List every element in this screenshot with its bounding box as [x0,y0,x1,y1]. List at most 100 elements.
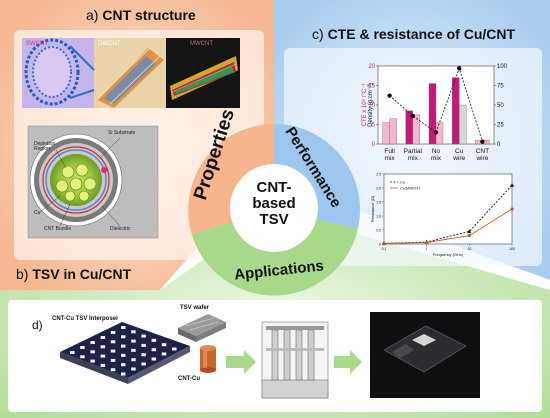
interposer-via [110,331,116,334]
panel-a-title-text: CNT structure [102,7,196,23]
wedge-applications [191,210,358,296]
cnt-cu-cylinder [200,345,216,373]
interposer-via [141,334,146,338]
chart2-ytick-label: 1.0 [376,215,381,219]
chart2-point [510,207,514,211]
dwcnt-tube [98,47,164,108]
interposer-via [121,335,126,339]
interposer-via [100,345,106,349]
arrow-2 [334,350,362,374]
interposer-via [151,357,157,361]
chart2-ytick-label: 1.5 [376,201,381,205]
chart1-category-label: mix [385,155,396,162]
chart1-density-point [387,93,392,98]
interposer-illustration [60,322,190,384]
interposer-via [110,358,116,362]
chart2-legend-label: Cu [400,181,405,185]
center-line-1: CNT- [256,179,292,196]
cu-label: Cu [34,210,41,216]
interposer-via [110,340,116,344]
interposer-via [151,338,157,342]
interposer-via [80,355,85,359]
chart1-bar [412,114,420,145]
panel-b-title-text: TSV in Cu/CNT [32,266,132,282]
chart1-bar [389,118,397,145]
tsv-stack-illustration [261,321,329,399]
interposer-via [141,353,146,357]
chart1-bar [428,83,437,145]
chart1-category-label: Partial [404,148,423,155]
chart2-xtick-label: 1 [426,247,428,251]
chart2-point [425,241,429,245]
panel-b-title: b) TSV in Cu/CNT [16,266,131,282]
interposer-label: CNT-Cu TSV Interposer [52,316,119,322]
chart1-density-point [457,66,462,71]
panel-a-letter: a) [86,7,99,23]
chart1-bar [459,104,467,145]
chart2-ytick-label: 0.5 [376,229,381,233]
cte-density-chart: 051015200255075100FullmixPartialmixNomix… [361,64,508,162]
chart2-point [382,241,386,246]
chart1-ylabel: CTE x 10⁶ /°C⁻¹ [361,84,368,127]
arrow-1 [226,350,256,374]
interposer-via [100,354,106,358]
chart1-category-label: CNT [476,148,489,155]
chart1-ytick-label: 0 [372,142,376,148]
chart1-y2label: Density (g.cm⁻³) [368,83,374,127]
chart1-y2tick-label: 75 [497,84,504,90]
center-line-3: TSV [259,211,289,228]
chart1-y2tick-label: 50 [497,103,504,109]
interposer-via [90,350,95,354]
chart2-xtick-label: 0.1 [382,247,387,251]
cnt-bundle-label: CNT Bundle [44,226,72,232]
dwcnt-label: DWCNT [98,41,121,47]
chart1-density-point [480,139,485,144]
center-label: CNT- based TSV [238,180,310,228]
chart2-legend-label: Cu/MWCNT [400,187,421,191]
chart1-ytick-label: 5 [372,123,376,129]
swcnt-label: SWCNT [26,41,48,47]
interposer-via [100,363,106,367]
chart1-category-label: mix [408,155,419,162]
chart2-point [467,229,472,233]
interposer-via [110,349,116,353]
interposer-via [141,343,146,347]
chart1-category-label: Full [384,148,395,155]
mwcnt-tube [170,56,238,100]
chart1-density-point [410,113,415,119]
depletion-label: Depletion Region [34,141,56,152]
interposer-via [90,359,95,363]
chart2-series-line [383,208,513,244]
chart1-category-label: wire [452,155,465,162]
chart2-ytick-label: 0 [379,243,381,247]
interposer-via [121,344,126,348]
panel-d-letter: d) [32,318,43,332]
panel-a-title: a) CNT structure [86,7,196,23]
interposer-via [131,330,136,334]
tsv-cross-section [27,125,159,239]
chart2-xtick-label: 100 [509,247,515,251]
interposer-via [90,341,95,344]
interposer-via [151,348,157,352]
resistance-frequency-chart: 0 0.5 1.0 1.5 2.0 2.5 0.1 1 10 100 Cu Cu/MWCNT Resis… [370,173,515,258]
interposer-via [131,339,136,343]
mwcnt-label: MWCNT [190,41,213,47]
chart1-category-label: No [432,148,441,155]
chart1-y2tick-label: 100 [497,64,508,70]
center-circle [230,164,318,252]
chart1-y2tick-label: 0 [497,142,501,148]
cnt-cu-label: CNT-Cu [178,376,200,382]
interposer-via [121,353,126,357]
interposer-via [100,336,106,339]
center-line-2: based [252,195,296,212]
interposer-via [161,343,167,347]
cnt-structure-images [22,38,240,108]
chart1-bar [382,122,390,145]
interposer-via [121,363,126,367]
interposer-via-grid [70,326,177,376]
interposer-via [80,346,85,349]
interposer-via [131,358,136,362]
chart2-ylabel: Resistance (Ω) [370,195,375,222]
